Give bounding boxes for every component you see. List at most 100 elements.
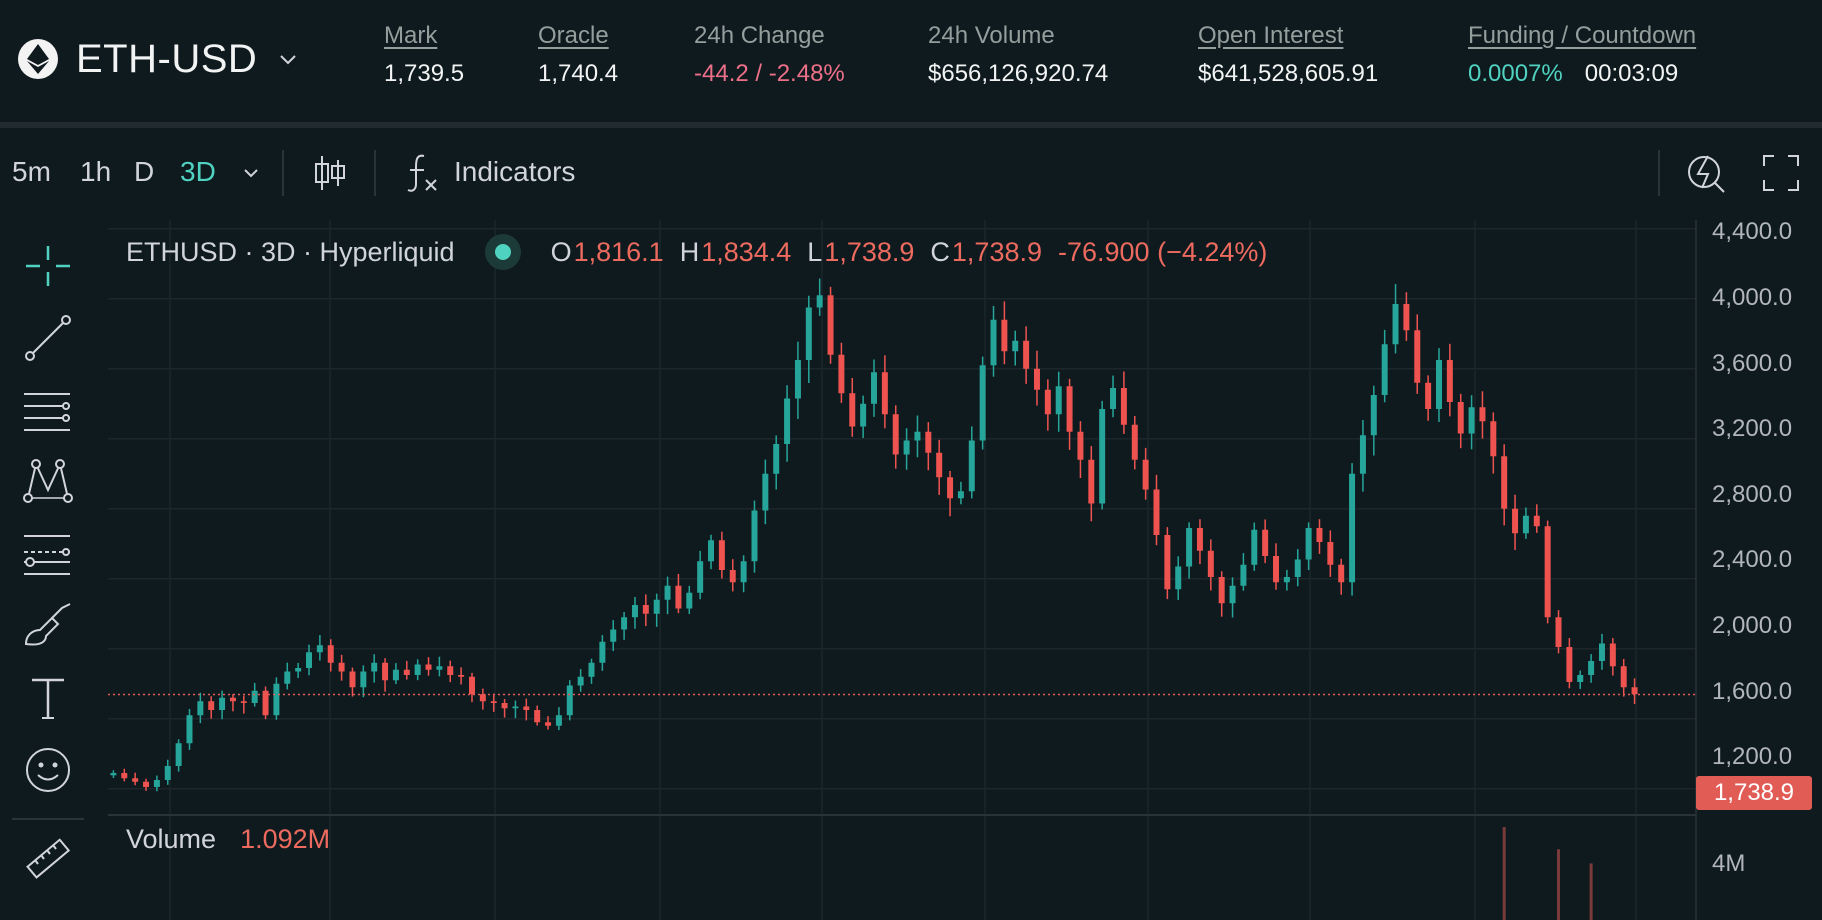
candle-body (186, 715, 193, 744)
candle-body (849, 393, 856, 427)
candle-body (936, 452, 943, 478)
candlestick-chart-type-icon[interactable] (310, 150, 350, 196)
candle-body (1359, 435, 1366, 474)
function-indicators-icon[interactable] (402, 150, 442, 196)
ruler-icon[interactable] (22, 834, 74, 886)
timeframe-d[interactable]: D (134, 156, 155, 187)
candle-body (1251, 529, 1258, 565)
fib-retracement-icon[interactable] (22, 528, 74, 580)
ethereum-icon (18, 39, 58, 79)
price-tick: 4,400.0 (1712, 218, 1793, 245)
horizontal-lines-icon[interactable] (22, 384, 74, 436)
candle-body (1273, 556, 1280, 583)
mark-price-value: 1,739.5 (384, 60, 465, 87)
stat-label-open-interest[interactable]: Open Interest (1198, 22, 1344, 49)
indicators-button[interactable]: Indicators (454, 156, 576, 187)
candle-body (360, 671, 367, 688)
ohlc-close-value: 1,738.9 (951, 236, 1042, 267)
candle-body (403, 669, 410, 675)
price-tick: 3,200.0 (1712, 415, 1793, 442)
candle-body (1012, 340, 1019, 352)
symbol-name: ETH-USD (76, 36, 258, 81)
candle-body (501, 703, 508, 709)
candle-body (121, 773, 128, 779)
candle-body (860, 403, 867, 427)
price-tick: 2,400.0 (1712, 546, 1793, 573)
symbol-selector[interactable]: ETH-USD (18, 24, 299, 94)
candle-body (708, 540, 715, 562)
volume-label[interactable]: Volume (126, 824, 217, 854)
candle-body (436, 666, 443, 670)
open-interest-value: $641,528,605.91 (1198, 60, 1379, 87)
fullscreen-icon[interactable] (1762, 154, 1800, 192)
timeframe-1h[interactable]: 1h (80, 156, 112, 187)
candle-body (295, 668, 302, 672)
text-tool-icon[interactable] (22, 672, 74, 724)
ohlc-high-label: H (679, 236, 700, 267)
candle-body (729, 570, 736, 583)
timeframe-3d[interactable]: 3D (180, 156, 216, 187)
candle-body (1533, 515, 1540, 527)
stat-label-oracle[interactable]: Oracle (538, 22, 609, 49)
crosshair-icon[interactable] (22, 240, 74, 292)
candles (110, 278, 1638, 792)
candle-body (338, 662, 345, 672)
candle-body (1436, 360, 1442, 409)
ohlc-low-value: 1,738.9 (824, 236, 915, 267)
candle-body (740, 561, 747, 583)
brush-icon[interactable] (22, 600, 74, 652)
price-tick: 1,200.0 (1712, 743, 1793, 770)
candle-body (914, 431, 921, 441)
candle-body (621, 617, 628, 630)
volume-bars (1502, 827, 1593, 920)
candle-body (1327, 542, 1334, 565)
last-price-tag: 1,738.9 (1696, 776, 1812, 810)
chart-area[interactable]: ETHUSD · 3D · Hyperliquid O1,816.1 H1,83… (0, 218, 1822, 920)
candle-body (1392, 304, 1399, 345)
candle-body (925, 431, 932, 453)
trend-line-icon[interactable] (22, 312, 74, 364)
candle-body (599, 641, 606, 663)
volume-bar (1502, 827, 1506, 920)
candle-body (1468, 407, 1475, 434)
timeframe-5m[interactable]: 5m (12, 156, 51, 187)
candle-body (1522, 515, 1529, 534)
volume-bar (1589, 863, 1593, 920)
candle-body (349, 671, 356, 688)
stat-label-funding[interactable]: Funding / Countdown (1468, 22, 1697, 49)
candle-body (555, 715, 562, 726)
candle-body (1164, 535, 1171, 590)
candle-body (197, 701, 204, 716)
candle-body (566, 685, 573, 716)
candle-body (718, 540, 725, 570)
candle-body (262, 690, 269, 716)
chart-legend: ETHUSD · 3D · Hyperliquid O1,816.1 H1,83… (126, 232, 1267, 272)
stat-label-24h-volume: 24h Volume (928, 22, 1055, 49)
ohlc-open-label: O (550, 236, 572, 267)
candle-body (1577, 675, 1584, 682)
price-tick: 1,600.0 (1712, 678, 1793, 705)
candle-body (1544, 526, 1551, 618)
stat-funding: Funding / Countdown 0.0007% 00:03:09 (1468, 22, 1696, 88)
ohlc-close-label: C (930, 236, 950, 267)
candle-body (1044, 389, 1051, 415)
funding-countdown-value: 00:03:09 (1584, 60, 1679, 87)
candle-body (1207, 550, 1214, 577)
candle-body (240, 701, 247, 703)
timeframe-chevron-down-icon[interactable] (240, 162, 262, 184)
stat-24h-volume: 24h Volume $656,126,920.74 (928, 22, 1108, 88)
emoji-icon[interactable] (22, 744, 74, 796)
pattern-tool-icon[interactable] (22, 456, 74, 508)
candle-body (414, 664, 421, 675)
oracle-price-value: 1,740.4 (538, 60, 619, 87)
candle-body (153, 780, 160, 787)
stat-label-mark[interactable]: Mark (384, 22, 438, 49)
candle-body (1175, 566, 1182, 590)
candle-body (871, 372, 877, 404)
candle-body (229, 697, 236, 702)
candle-body (132, 778, 139, 782)
candle-body (1425, 382, 1432, 409)
candle-body (610, 629, 617, 642)
replay-search-icon[interactable] (1684, 148, 1732, 196)
legend-title[interactable]: ETHUSD · 3D · Hyperliquid (126, 236, 455, 267)
